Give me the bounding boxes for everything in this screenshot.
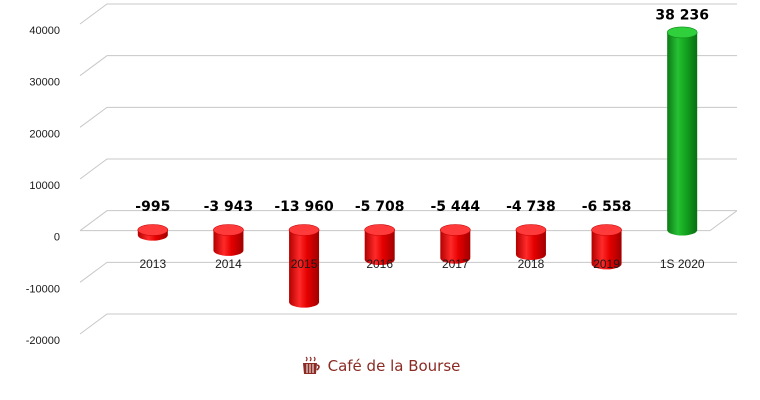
y-tick-label: 0 [54,232,60,244]
gridline [79,3,737,25]
brand-logo: Café de la Bourse [0,356,760,381]
bar-body [364,230,395,265]
y-tick-label: 40000 [29,25,60,37]
baseline [80,210,738,232]
gridline [79,55,737,77]
data-label: -13 960 [274,199,334,215]
bar-body [440,230,471,264]
bar-cap [515,224,547,236]
gridline [79,261,737,283]
brand-name: Café de la Bourse [327,357,461,375]
bar-body [515,230,546,260]
data-label: 38 236 [655,7,709,23]
category-label: 2017 [442,257,469,271]
bar-chart: 40000 30000 20000 10000 0 -10000 -20000 2013 20… [26,3,738,347]
gridline [79,313,737,335]
bar [288,224,320,308]
bar [515,224,547,260]
category-label: 2015 [291,257,318,271]
bar [213,224,244,256]
bar-cap [288,224,320,236]
category-label: 1S 2020 [660,257,705,271]
bar [591,224,622,270]
data-label: -4 738 [506,199,556,215]
data-label: -5 708 [355,199,405,215]
y-tick-label: 20000 [29,128,60,140]
category-label: 2016 [366,257,393,271]
bar-cap [666,26,698,39]
y-tick-label: 30000 [29,77,60,89]
coffee-cup-icon [302,356,320,374]
category-label: 2018 [518,257,545,271]
bar-cap [591,224,622,236]
gridline [79,210,737,232]
bar-body [289,230,320,308]
bar-body [213,230,244,256]
bar [666,26,698,236]
bar-cap [213,224,244,236]
data-label: -3 943 [204,199,254,215]
gridline [79,106,737,128]
data-label: -5 444 [430,199,480,215]
bar [137,224,169,241]
bar [440,224,471,264]
bar-cap [364,224,395,236]
gridline [79,158,737,180]
y-tick-label: -10000 [26,283,60,295]
bar-cap [137,224,169,236]
data-label: -6 558 [582,199,632,215]
bar-cap [440,224,471,236]
bar-body [591,230,622,270]
category-label: 2014 [215,257,242,271]
category-label: 2013 [139,257,166,271]
data-label: -995 [135,199,170,215]
bar [364,224,395,265]
bar-body [667,32,698,236]
y-tick-label: -20000 [26,335,60,347]
y-tick-label: 10000 [29,180,60,192]
category-label: 2019 [593,257,620,271]
